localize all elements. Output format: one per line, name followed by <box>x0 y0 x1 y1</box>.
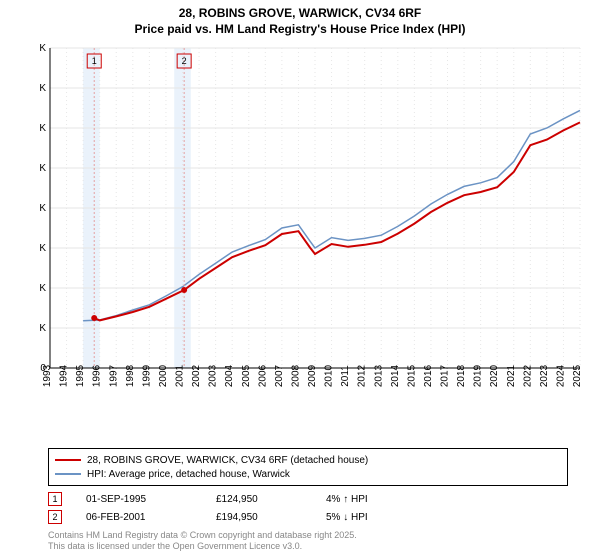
tx-2-price: £194,950 <box>216 512 326 523</box>
footer: Contains HM Land Registry data © Crown c… <box>48 530 357 553</box>
tx-2-pct: 5% ↓ HPI <box>326 512 436 523</box>
footer-line-2: This data is licensed under the Open Gov… <box>48 541 357 552</box>
chart-container: 28, ROBINS GROVE, WARWICK, CV34 6RF Pric… <box>0 0 600 560</box>
marker-2-icon: 2 <box>48 510 62 524</box>
legend-label-2: HPI: Average price, detached house, Warw… <box>87 469 290 480</box>
legend-label-1: 28, ROBINS GROVE, WARWICK, CV34 6RF (det… <box>87 455 368 466</box>
title-line-2: Price paid vs. HM Land Registry's House … <box>0 22 600 38</box>
table-row: 1 01-SEP-1995 £124,950 4% ↑ HPI <box>48 490 568 508</box>
svg-text:1: 1 <box>92 56 97 66</box>
tx-2-date: 06-FEB-2001 <box>86 512 216 523</box>
svg-text:£400K: £400K <box>40 203 46 214</box>
svg-text:£100K: £100K <box>40 323 46 334</box>
svg-text:£600K: £600K <box>40 123 46 134</box>
transactions-table: 1 01-SEP-1995 £124,950 4% ↑ HPI 2 06-FEB… <box>48 490 568 526</box>
table-row: 2 06-FEB-2001 £194,950 5% ↓ HPI <box>48 508 568 526</box>
marker-1-icon: 1 <box>48 492 62 506</box>
svg-text:£200K: £200K <box>40 283 46 294</box>
tx-1-price: £124,950 <box>216 494 326 505</box>
svg-text:£300K: £300K <box>40 243 46 254</box>
legend-swatch-2 <box>55 473 81 475</box>
legend: 28, ROBINS GROVE, WARWICK, CV34 6RF (det… <box>48 448 568 486</box>
tx-1-date: 01-SEP-1995 <box>86 494 216 505</box>
title-line-1: 28, ROBINS GROVE, WARWICK, CV34 6RF <box>0 6 600 22</box>
chart-area: £0£100K£200K£300K£400K£500K£600K£700K£80… <box>40 44 585 414</box>
title-block: 28, ROBINS GROVE, WARWICK, CV34 6RF Pric… <box>0 0 600 37</box>
svg-text:2: 2 <box>182 56 187 66</box>
svg-text:£700K: £700K <box>40 83 46 94</box>
svg-text:£500K: £500K <box>40 163 46 174</box>
legend-swatch-1 <box>55 459 81 461</box>
footer-line-1: Contains HM Land Registry data © Crown c… <box>48 530 357 541</box>
chart-svg: £0£100K£200K£300K£400K£500K£600K£700K£80… <box>40 44 585 414</box>
legend-item-1: 28, ROBINS GROVE, WARWICK, CV34 6RF (det… <box>55 453 561 467</box>
svg-text:£800K: £800K <box>40 44 46 54</box>
tx-1-pct: 4% ↑ HPI <box>326 494 436 505</box>
legend-item-2: HPI: Average price, detached house, Warw… <box>55 467 561 481</box>
